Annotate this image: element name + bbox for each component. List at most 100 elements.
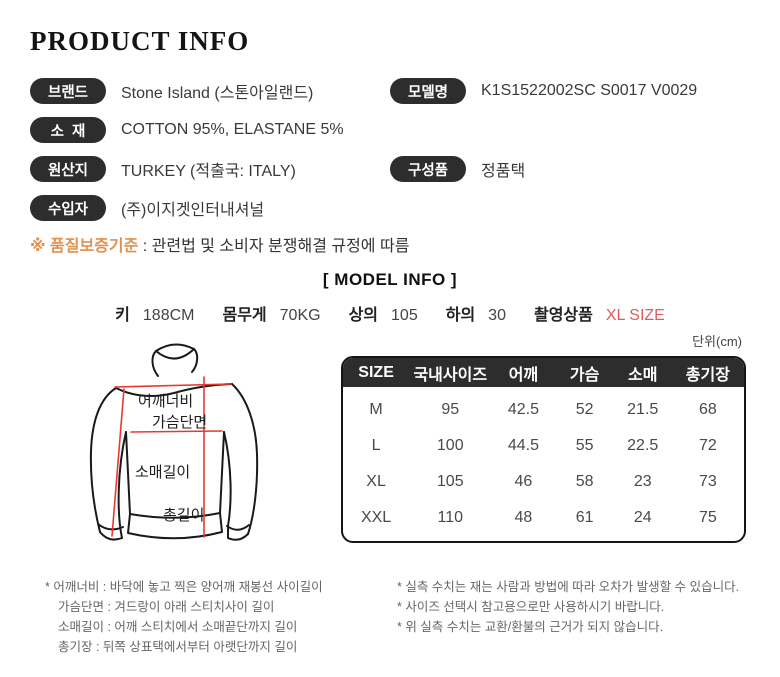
product-field-row: 모델명 K1S1522002SC S0017 V0029: [390, 78, 697, 104]
model-info-heading: [ MODEL INFO ]: [322, 270, 458, 289]
warranty-text: : 관련법 및 소비자 분쟁해결 규정에 따름: [138, 238, 410, 255]
measure-cell: 23: [633, 473, 652, 490]
disclaimer-footnotes: * 실측 수치는 재는 사람과 방법에 따라 오차가 발생할 수 있습니다. * …: [397, 577, 739, 637]
footnote-line: * 위 실측 수치는 교환/환불의 근거가 되지 않습니다.: [397, 620, 664, 634]
measure-cell: 100: [436, 437, 464, 454]
field-label-badge: 수입자: [30, 195, 106, 221]
measure-cell: 105: [436, 473, 464, 490]
hem-top: [129, 512, 221, 519]
size-cell: L: [371, 437, 381, 454]
model-stat: 키 188CM: [115, 301, 194, 325]
size-table-column-header: SIZE: [358, 363, 394, 381]
measure-cell: 48: [514, 509, 533, 526]
size-table-column-header: 국내사이즈: [413, 366, 488, 384]
product-field-row: 원산지 TURKEY (적출국: ITALY): [30, 156, 344, 182]
field-label-badge: 구성품: [390, 156, 466, 182]
unit-label: 단위(cm): [692, 334, 742, 349]
measure-cell: 110: [437, 509, 464, 526]
model-stat-value: 70KG: [279, 307, 321, 324]
measure-cell: 72: [698, 437, 717, 454]
model-stat: 하의 30: [446, 301, 506, 325]
total-length-label: 총길이: [163, 507, 204, 524]
sleeve-length-label: 소매길이: [135, 464, 190, 481]
product-field-row: 수입자 (주)이지겟인터내셔널: [30, 195, 344, 221]
left-cuff-bottom: [99, 531, 123, 541]
quality-warranty-note: ※ 품질보증기준 : 관련법 및 소비자 분쟁해결 규정에 따름: [30, 232, 409, 256]
measure-cell: 44.5: [507, 437, 539, 454]
field-value: COTTON 95%, ELASTANE 5%: [121, 121, 344, 138]
field-label-badge: 브랜드: [30, 78, 106, 104]
footnote-line: 가슴단면 : 겨드랑이 아래 스티치사이 길이: [58, 600, 275, 614]
model-stat: 촬영상품 XL SIZE: [534, 301, 665, 325]
model-stat-value: 105: [391, 307, 418, 324]
size-table-body: M 95 42.5 52 21.5 68 L 100 44.5 55 22.5 72 XL 105 46 58…: [343, 387, 744, 541]
field-value: TURKEY (적출국: ITALY): [121, 163, 296, 180]
shoulder-width-label: 어깨너비: [138, 393, 193, 410]
measure-cell: 42.5: [507, 401, 539, 418]
chest-width-label: 가슴단면: [152, 414, 207, 431]
field-label-badge: 모델명: [390, 78, 466, 104]
chest-width-line: [130, 430, 223, 433]
measure-cell: 75: [698, 509, 717, 526]
field-value: Stone Island (스톤아일랜드): [121, 85, 314, 102]
measure-cell: 24: [633, 509, 652, 526]
right-sleeve-outer: [231, 383, 259, 535]
model-stat-value: 188CM: [142, 307, 195, 324]
footnote-line: * 어깨너비 : 바닥에 놓고 찍은 양어깨 재봉선 사이길이: [45, 580, 323, 594]
size-table-row: XXL 110 48 61 24 75: [343, 500, 744, 536]
footnote-line: 소매길이 : 어깨 스티치에서 소매끝단까지 길이: [58, 620, 298, 634]
field-value: K1S1522002SC S0017 V0029: [481, 82, 698, 99]
footnote-line: * 사이즈 선택시 참고용으로만 사용하시기 바랍니다.: [397, 600, 665, 614]
model-stat-label: 상의: [348, 307, 379, 324]
size-table-column-header: 가슴: [569, 366, 600, 384]
sweater-illustration: 어깨너비 가슴단면 소매길이 총길이: [89, 343, 259, 541]
sleeve-length-line: [111, 388, 125, 537]
page-title: PRODUCT INFO: [30, 26, 250, 56]
measure-cell: 52: [575, 401, 594, 418]
model-stat-label: 키: [115, 307, 130, 324]
size-table-row: L 100 44.5 55 22.5 72: [343, 428, 744, 464]
measure-cell: 95: [441, 401, 460, 418]
garment-measurement-diagram: 어깨너비 가슴단면 소매길이 총길이: [84, 336, 296, 566]
size-table-column-header: 소매: [628, 366, 658, 384]
body-right-side: [219, 431, 225, 514]
left-sleeve-inner: [117, 431, 127, 539]
right-sleeve-inner: [223, 431, 232, 527]
size-table-row: M 95 42.5 52 21.5 68: [343, 392, 744, 428]
model-stat-value: XL SIZE: [605, 307, 665, 324]
size-table: SIZE 국내사이즈 어깨 가슴 소매 총기장 M 95 42.5 52 21.5 68 L 100 44…: [341, 356, 746, 543]
size-table-column-header: 어깨: [508, 366, 539, 384]
size-cell: M: [369, 401, 383, 418]
measure-cell: 22.5: [627, 437, 659, 454]
right-cuff-bottom: [227, 525, 249, 541]
model-stat: 상의 105: [349, 301, 418, 325]
size-table-header: SIZE 국내사이즈 어깨 가슴 소매 총기장: [343, 358, 744, 387]
measure-cell: 68: [698, 401, 717, 418]
model-stat: 몸무게 70KG: [222, 301, 320, 325]
body-left-side: [125, 431, 131, 515]
measure-cell: 55: [575, 437, 594, 454]
size-cell: XL: [366, 473, 386, 490]
measure-cell: 73: [698, 473, 717, 490]
warranty-label: ※ 품질보증기준: [30, 238, 139, 255]
field-label-badge: 원산지: [30, 156, 106, 182]
model-stat-label: 하의: [445, 307, 476, 324]
collar-opening: [155, 348, 195, 360]
collar-outline: [151, 343, 199, 377]
model-stats-row: 키 188CM 몸무게 70KG 상의 105 하의 30 촬영상품 XL SIZE: [0, 301, 780, 325]
field-label-badge: 소 재: [30, 117, 106, 143]
model-stat-label: 촬영상품: [533, 307, 593, 324]
size-cell: XXL: [360, 509, 392, 526]
measure-cell: 58: [575, 473, 594, 490]
measure-cell: 46: [514, 473, 533, 490]
size-table-column-header: 총기장: [685, 366, 730, 384]
right-cuff-band: [226, 524, 250, 531]
footnote-line: * 실측 수치는 재는 사람과 방법에 따라 오차가 발생할 수 있습니다.: [397, 580, 740, 594]
product-field-row: 브랜드 Stone Island (스톤아일랜드): [30, 78, 344, 104]
product-field-row: 구성품 정품택: [390, 156, 525, 182]
model-stat-label: 몸무게: [222, 307, 267, 324]
measure-cell: 61: [575, 509, 594, 526]
product-fields-left: 브랜드 Stone Island (스톤아일랜드) 소 재 COTTON 95%, E…: [30, 78, 344, 221]
